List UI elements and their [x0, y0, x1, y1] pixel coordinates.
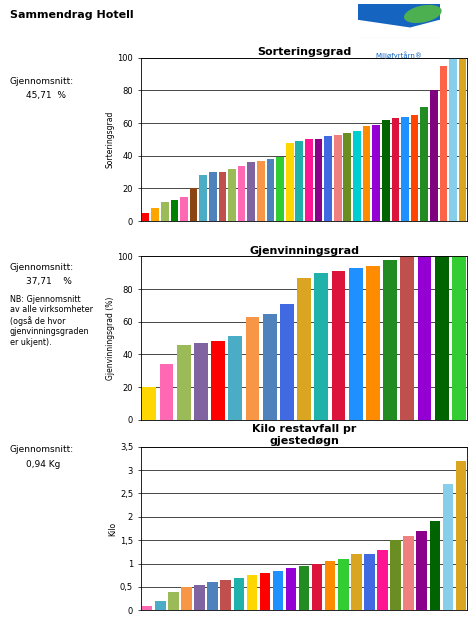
Bar: [151, 208, 159, 221]
Bar: [381, 120, 389, 221]
Bar: [228, 169, 235, 221]
Bar: [142, 387, 156, 420]
Bar: [448, 58, 456, 221]
Bar: [419, 106, 427, 221]
Text: 45,71  %: 45,71 %: [26, 91, 66, 100]
Bar: [372, 125, 379, 221]
Title: Kilo restavfall pr
gjestedøgn: Kilo restavfall pr gjestedøgn: [251, 424, 356, 446]
Bar: [272, 570, 283, 610]
Bar: [246, 575, 257, 610]
Bar: [350, 554, 361, 610]
Bar: [177, 345, 190, 420]
Bar: [285, 568, 296, 610]
Bar: [416, 531, 426, 610]
Bar: [403, 535, 413, 610]
Bar: [434, 256, 447, 420]
Bar: [259, 573, 269, 610]
Bar: [257, 161, 264, 221]
Bar: [410, 115, 417, 221]
Bar: [181, 587, 191, 610]
Bar: [416, 256, 430, 420]
Bar: [170, 200, 178, 221]
Bar: [442, 484, 452, 610]
Text: Sammendrag Hotell: Sammendrag Hotell: [10, 10, 133, 20]
Bar: [455, 461, 465, 610]
Bar: [364, 554, 374, 610]
Bar: [451, 256, 465, 420]
Bar: [324, 136, 331, 221]
Bar: [142, 606, 152, 610]
Bar: [382, 260, 396, 420]
Title: Gjenvinningsgrad: Gjenvinningsgrad: [248, 246, 358, 256]
Bar: [208, 172, 216, 221]
Bar: [389, 540, 400, 610]
Text: 0,94 Kg: 0,94 Kg: [26, 460, 60, 469]
Bar: [429, 522, 439, 610]
Bar: [295, 141, 302, 221]
Bar: [399, 256, 413, 420]
Bar: [218, 172, 226, 221]
Text: Miljøfyrtårn®: Miljøfyrtårn®: [375, 51, 421, 59]
Bar: [377, 549, 387, 610]
Bar: [194, 343, 208, 420]
Bar: [189, 188, 197, 221]
Bar: [247, 162, 255, 221]
Bar: [391, 118, 398, 221]
Bar: [439, 66, 446, 221]
Bar: [262, 313, 276, 420]
Bar: [305, 139, 312, 221]
Title: Sorteringsgrad: Sorteringsgrad: [257, 47, 350, 57]
Y-axis label: Gjenvinningsgrad (%): Gjenvinningsgrad (%): [105, 296, 114, 380]
Text: Gjennomsnitt:: Gjennomsnitt:: [10, 445, 73, 454]
Text: NB: Gjennomsnitt
av alle virksomheter
(også de hvor
gjenvinningsgraden
er ukjent: NB: Gjennomsnitt av alle virksomheter (o…: [10, 295, 92, 347]
Bar: [348, 268, 362, 420]
Bar: [207, 582, 218, 610]
Bar: [314, 139, 322, 221]
Bar: [237, 165, 245, 221]
Bar: [352, 131, 360, 221]
Bar: [285, 143, 293, 221]
Bar: [141, 213, 149, 221]
Text: Gjennomsnitt:: Gjennomsnitt:: [10, 77, 73, 86]
Bar: [324, 562, 335, 610]
Bar: [276, 158, 283, 221]
Bar: [400, 117, 408, 221]
Text: 37,71    %: 37,71 %: [26, 277, 72, 286]
Bar: [160, 201, 168, 221]
Bar: [220, 580, 230, 610]
Bar: [228, 337, 242, 420]
Polygon shape: [357, 21, 439, 38]
Bar: [180, 197, 188, 221]
Bar: [343, 133, 350, 221]
Bar: [211, 342, 225, 420]
Bar: [155, 601, 165, 610]
Bar: [458, 58, 466, 221]
Bar: [245, 317, 259, 420]
Bar: [194, 585, 204, 610]
Bar: [297, 278, 310, 420]
Ellipse shape: [403, 5, 441, 23]
Bar: [429, 90, 437, 221]
Bar: [279, 304, 293, 420]
FancyBboxPatch shape: [357, 4, 439, 38]
Bar: [199, 176, 207, 221]
Bar: [233, 578, 243, 610]
Bar: [333, 135, 341, 221]
Bar: [362, 126, 370, 221]
Bar: [159, 364, 173, 420]
Bar: [331, 271, 345, 420]
Bar: [298, 566, 308, 610]
Bar: [337, 559, 348, 610]
Bar: [266, 159, 274, 221]
Y-axis label: Sorteringsgrad: Sorteringsgrad: [105, 111, 114, 168]
Bar: [311, 563, 322, 610]
Bar: [168, 592, 178, 610]
Y-axis label: Kilo: Kilo: [108, 521, 117, 536]
Text: Gjennomsnitt:: Gjennomsnitt:: [10, 263, 73, 272]
Bar: [314, 273, 327, 420]
Bar: [365, 266, 379, 420]
